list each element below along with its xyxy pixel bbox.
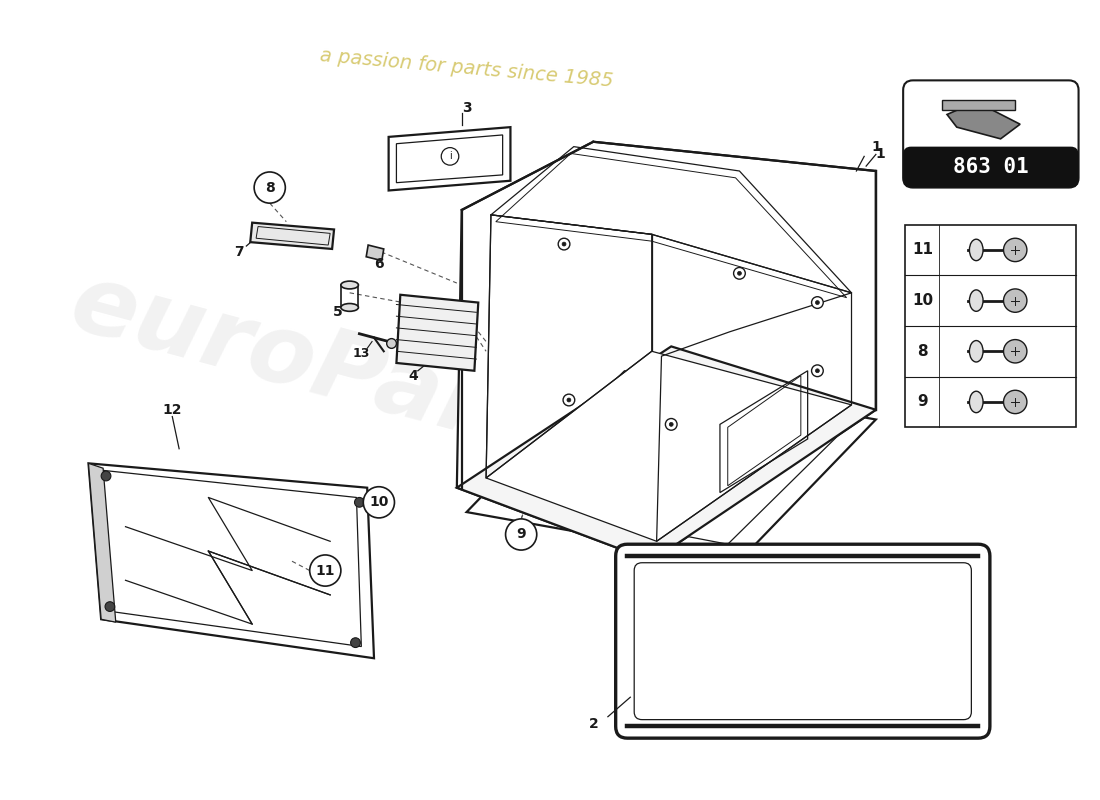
Circle shape bbox=[104, 602, 114, 611]
Text: 8: 8 bbox=[265, 181, 275, 194]
Ellipse shape bbox=[341, 281, 359, 289]
Circle shape bbox=[558, 238, 570, 250]
Polygon shape bbox=[456, 142, 876, 561]
Text: 10: 10 bbox=[370, 495, 388, 510]
Polygon shape bbox=[250, 222, 334, 249]
Polygon shape bbox=[88, 463, 116, 622]
Polygon shape bbox=[388, 127, 510, 190]
Circle shape bbox=[562, 242, 566, 246]
Polygon shape bbox=[396, 294, 478, 370]
Circle shape bbox=[363, 486, 395, 518]
Text: a passion for parts since 1985: a passion for parts since 1985 bbox=[319, 46, 614, 91]
Text: 9: 9 bbox=[516, 527, 526, 542]
Circle shape bbox=[1003, 289, 1027, 312]
Text: 7: 7 bbox=[233, 245, 243, 259]
Polygon shape bbox=[486, 351, 851, 542]
Polygon shape bbox=[88, 463, 374, 658]
Text: 11: 11 bbox=[912, 242, 933, 258]
FancyBboxPatch shape bbox=[905, 225, 1076, 427]
Circle shape bbox=[812, 365, 823, 377]
Text: 6: 6 bbox=[374, 257, 384, 270]
Circle shape bbox=[737, 271, 741, 275]
FancyBboxPatch shape bbox=[616, 544, 990, 738]
Circle shape bbox=[734, 267, 746, 279]
Ellipse shape bbox=[969, 341, 983, 362]
Text: 12: 12 bbox=[163, 402, 182, 417]
Circle shape bbox=[1003, 390, 1027, 414]
Polygon shape bbox=[366, 245, 384, 261]
Circle shape bbox=[666, 418, 678, 430]
Polygon shape bbox=[456, 346, 876, 561]
Ellipse shape bbox=[969, 290, 983, 311]
Text: 10: 10 bbox=[912, 293, 933, 308]
Ellipse shape bbox=[969, 391, 983, 413]
Circle shape bbox=[354, 498, 364, 507]
Text: i: i bbox=[449, 151, 451, 162]
Circle shape bbox=[387, 338, 396, 348]
Circle shape bbox=[351, 638, 361, 647]
Circle shape bbox=[566, 398, 571, 402]
FancyBboxPatch shape bbox=[903, 146, 1079, 187]
FancyBboxPatch shape bbox=[903, 80, 1079, 187]
Text: 8: 8 bbox=[917, 344, 928, 358]
Text: 4: 4 bbox=[408, 369, 418, 382]
Ellipse shape bbox=[341, 303, 359, 311]
Text: 1: 1 bbox=[876, 147, 886, 162]
Circle shape bbox=[669, 422, 673, 426]
Polygon shape bbox=[942, 100, 1015, 110]
Circle shape bbox=[254, 172, 285, 203]
Text: euroParts: euroParts bbox=[60, 257, 600, 485]
Text: 11: 11 bbox=[316, 563, 336, 578]
Text: 5: 5 bbox=[333, 306, 343, 319]
Text: 3: 3 bbox=[462, 101, 472, 114]
Polygon shape bbox=[466, 370, 876, 561]
Text: 1: 1 bbox=[871, 140, 881, 154]
Text: 9: 9 bbox=[917, 394, 928, 410]
Text: 13: 13 bbox=[353, 346, 370, 360]
Circle shape bbox=[310, 555, 341, 586]
Circle shape bbox=[101, 471, 111, 481]
Text: 863 01: 863 01 bbox=[953, 157, 1028, 177]
Ellipse shape bbox=[969, 239, 983, 261]
Polygon shape bbox=[494, 370, 858, 544]
Circle shape bbox=[815, 369, 820, 373]
Circle shape bbox=[812, 297, 823, 308]
Polygon shape bbox=[947, 102, 1020, 139]
Text: 2: 2 bbox=[588, 717, 598, 730]
Circle shape bbox=[563, 394, 575, 406]
Circle shape bbox=[815, 301, 820, 305]
Circle shape bbox=[506, 519, 537, 550]
Circle shape bbox=[1003, 339, 1027, 363]
Circle shape bbox=[1003, 238, 1027, 262]
